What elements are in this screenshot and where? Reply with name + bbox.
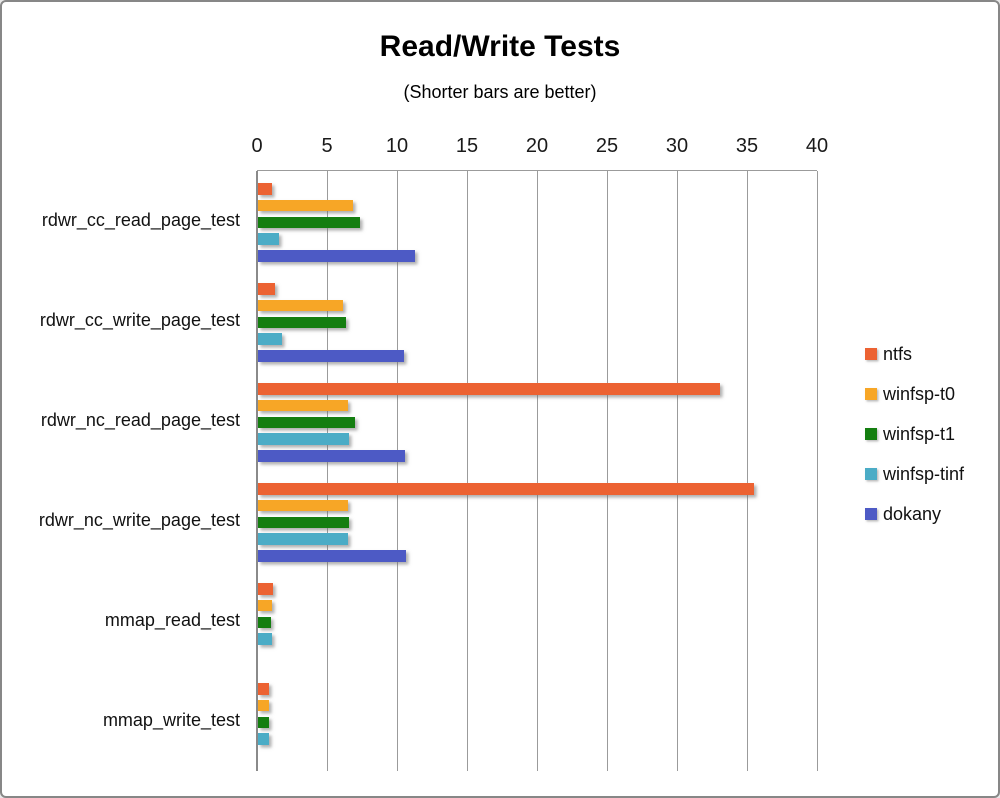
legend-item-ntfs: ntfs xyxy=(865,342,964,366)
legend-item-winfsp-t0: winfsp-t0 xyxy=(865,382,964,406)
bar-winfsp-t0 xyxy=(258,299,344,312)
gridline xyxy=(747,171,748,771)
bar-dokany xyxy=(258,550,407,562)
legend-item-winfsp-tinf: winfsp-tinf xyxy=(865,462,964,486)
bar-dokany xyxy=(258,350,404,362)
gridline xyxy=(607,171,608,771)
bar-winfsp-tinf xyxy=(258,333,282,345)
bar-dokany xyxy=(258,450,405,462)
chart-subtitle: (Shorter bars are better) xyxy=(403,82,597,102)
bar-ntfs xyxy=(258,583,273,595)
x-tick-label: 0 xyxy=(251,135,263,157)
bar-winfsp-t1 xyxy=(258,316,347,328)
x-tick-label: 10 xyxy=(385,135,409,157)
y-axis-line xyxy=(256,171,258,771)
x-tick-label: 35 xyxy=(735,135,759,157)
x-tick-label: 15 xyxy=(455,135,479,157)
legend-swatch-icon xyxy=(865,428,877,440)
legend-swatch-icon xyxy=(865,508,877,520)
bar-winfsp-t1 xyxy=(258,616,271,628)
gridline xyxy=(817,171,818,771)
legend-swatch-icon xyxy=(865,468,877,480)
category-label: rdwr_cc_write_page_test xyxy=(39,309,240,330)
category-label: mmap_read_test xyxy=(104,609,240,630)
gridline xyxy=(677,171,678,771)
legend-item-dokany: dokany xyxy=(865,502,964,526)
x-tick-label: 40 xyxy=(805,135,829,157)
legend-label: winfsp-t0 xyxy=(883,383,956,404)
x-tick-label: 30 xyxy=(665,135,689,157)
bar-winfsp-tinf xyxy=(258,533,348,545)
bar-dokany xyxy=(258,250,415,262)
chart-title: Read/Write Tests xyxy=(379,30,621,63)
legend-label: ntfs xyxy=(883,343,913,364)
bar-winfsp-t1 xyxy=(258,216,361,228)
gridline xyxy=(397,171,398,771)
legend-label: winfsp-t1 xyxy=(883,423,956,444)
gridline xyxy=(537,171,538,771)
category-label: mmap_write_test xyxy=(102,709,240,730)
bar-ntfs xyxy=(258,283,275,295)
bar-winfsp-t1 xyxy=(258,716,269,728)
bar-ntfs xyxy=(258,183,272,195)
bar-winfsp-t1 xyxy=(258,416,355,428)
gridline xyxy=(327,171,328,771)
x-tick-label: 25 xyxy=(595,135,619,157)
legend: ntfs winfsp-t0 winfsp-t1 winfsp-tinf dokany xyxy=(865,342,964,542)
legend-swatch-icon xyxy=(865,348,877,360)
bar-winfsp-t0 xyxy=(258,399,348,412)
bar-winfsp-t0 xyxy=(258,199,354,212)
gridline xyxy=(467,171,468,771)
bar-ntfs xyxy=(258,683,270,695)
legend-label: dokany xyxy=(883,503,942,524)
y-axis-category-labels: rdwr_cc_read_page_test rdwr_cc_write_page… xyxy=(14,170,240,770)
bar-winfsp-t1 xyxy=(258,516,349,528)
plot-area xyxy=(256,170,818,771)
category-label: rdwr_nc_write_page_test xyxy=(38,509,240,530)
bar-winfsp-tinf xyxy=(258,233,279,245)
bar-ntfs xyxy=(258,483,754,495)
bar-ntfs xyxy=(258,383,720,395)
bar-winfsp-tinf xyxy=(258,733,270,745)
legend-label: winfsp-tinf xyxy=(883,463,965,484)
category-label: rdwr_cc_read_page_test xyxy=(41,209,240,230)
x-axis-tick-labels: 0 5 10 15 20 25 30 35 40 xyxy=(251,133,828,159)
bar-winfsp-tinf xyxy=(258,633,272,645)
bar-winfsp-tinf xyxy=(258,433,349,445)
legend-item-winfsp-t1: winfsp-t1 xyxy=(865,422,964,446)
bar-winfsp-t0 xyxy=(258,499,348,512)
x-tick-label: 20 xyxy=(525,135,549,157)
legend-swatch-icon xyxy=(865,388,877,400)
bar-winfsp-t0 xyxy=(258,699,270,712)
bar-winfsp-t0 xyxy=(258,599,272,612)
category-label: rdwr_nc_read_page_test xyxy=(40,409,240,430)
x-tick-label: 5 xyxy=(321,135,333,157)
